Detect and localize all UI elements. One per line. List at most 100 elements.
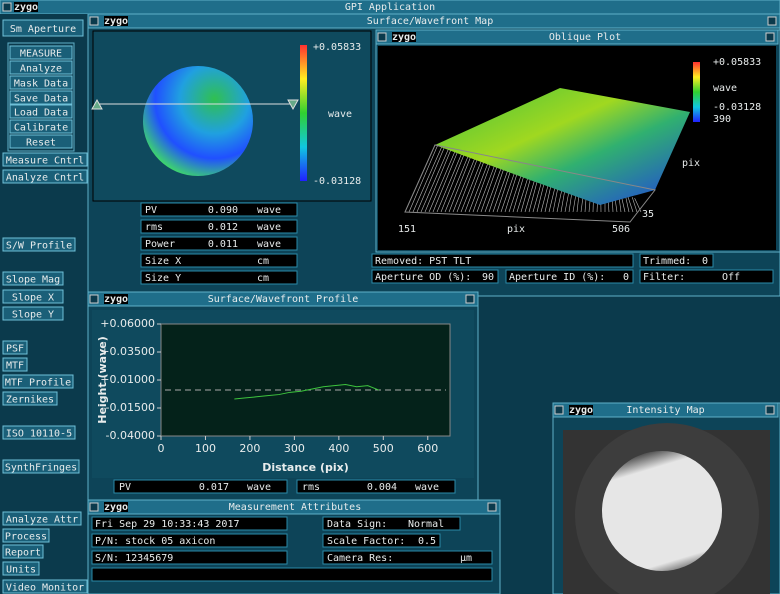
sidebar-button[interactable] xyxy=(2,511,82,526)
oblique-title: Oblique Plot xyxy=(549,32,621,43)
camera-unit: µm xyxy=(460,553,472,564)
sidebar-button-label[interactable]: Units xyxy=(6,565,36,576)
sidebar-button-label[interactable]: Analyze xyxy=(20,64,62,75)
field xyxy=(322,533,441,548)
sidebar-button-label[interactable]: Save Data xyxy=(14,94,68,105)
skirt-line xyxy=(476,161,497,213)
sidebar-button-label[interactable]: Load Data xyxy=(14,108,68,119)
sidebar-button-label[interactable]: Mask Data xyxy=(14,79,68,90)
close-box xyxy=(2,2,12,12)
x-tick-label: 500 xyxy=(373,442,394,455)
sidebar-button[interactable] xyxy=(2,237,76,252)
scale-unit: wave xyxy=(713,83,737,94)
sidebar-button-label[interactable]: MEASURE xyxy=(20,49,62,60)
skirt-line xyxy=(627,196,634,213)
sidebar-button-label[interactable]: Sm Aperture xyxy=(10,24,76,35)
close-box xyxy=(89,294,99,304)
sidebar-button-label[interactable]: Slope Y xyxy=(12,310,54,321)
sidebar-button[interactable] xyxy=(9,134,73,149)
sidebar-button-label[interactable]: Process xyxy=(5,532,47,543)
sidebar-button-label[interactable]: Reset xyxy=(26,138,56,149)
result-unit: wave xyxy=(257,239,281,250)
sidebar-button-label[interactable]: Calibrate xyxy=(14,123,68,134)
sidebar-button[interactable] xyxy=(2,579,88,594)
axis-label: pix xyxy=(507,224,525,235)
field xyxy=(91,533,288,548)
sidebar-button[interactable] xyxy=(2,391,58,406)
menu-icon xyxy=(765,32,775,42)
sidebar-button-label[interactable]: Analyze Cntrl xyxy=(6,173,84,184)
sidebar-button[interactable] xyxy=(2,459,80,474)
scale-unit: wave xyxy=(328,109,352,120)
attributes-bar xyxy=(87,499,501,515)
profile-line xyxy=(234,383,380,400)
skirt-line xyxy=(631,197,638,213)
fringe-disc xyxy=(602,451,722,571)
field xyxy=(140,219,298,234)
axis-label: 506 xyxy=(612,224,630,235)
sidebar-button[interactable] xyxy=(9,90,73,105)
sidebar-button[interactable] xyxy=(2,152,88,167)
sidebar-button[interactable] xyxy=(2,561,40,576)
aperture-id-label: Aperture ID (%): xyxy=(509,272,605,283)
logo: zygo xyxy=(14,2,38,13)
x-axis-label: Distance (pix) xyxy=(262,461,349,474)
serial-number: S/N: 12345679 xyxy=(95,553,173,564)
sidebar-button-label[interactable]: MTF Profile xyxy=(5,378,71,389)
skirt-line xyxy=(412,146,443,213)
sidebar-button-label[interactable]: S/W Profile xyxy=(6,241,72,252)
sidebar-button[interactable] xyxy=(9,60,73,75)
sidebar-button-label[interactable]: Measure Cntrl xyxy=(6,156,84,167)
sidebar-button[interactable] xyxy=(2,306,64,321)
scale-max: +0.05833 xyxy=(313,42,361,53)
sidebar-button[interactable] xyxy=(9,119,73,134)
skirt-line xyxy=(464,158,486,213)
skirt-line xyxy=(496,165,513,213)
base-grid xyxy=(404,144,656,223)
sidebar-button[interactable] xyxy=(2,357,28,372)
x-tick-label: 200 xyxy=(239,442,260,455)
part-number: P/N: stock 05 axicon xyxy=(95,536,215,547)
sidebar-button-label[interactable]: Slope X xyxy=(12,293,54,304)
sidebar-button-label[interactable]: Zernikes xyxy=(6,395,54,406)
sidebar-button-label[interactable]: Slope Mag xyxy=(6,275,60,286)
sidebar-button[interactable] xyxy=(2,374,74,389)
sidebar-button[interactable] xyxy=(2,289,64,304)
filter: Off xyxy=(722,272,740,283)
sidebar-button-label[interactable]: PSF xyxy=(6,344,24,355)
field xyxy=(140,270,298,285)
skirt-line xyxy=(468,159,490,213)
sidebar-button[interactable] xyxy=(2,425,76,440)
skirt-line xyxy=(432,151,459,213)
sidebar-button-label[interactable]: ISO 10110-5 xyxy=(6,429,72,440)
cut-marker xyxy=(287,99,299,111)
sidebar-button-label[interactable]: SynthFringes xyxy=(5,463,77,474)
surface-map-image xyxy=(143,66,253,176)
sidebar-button[interactable] xyxy=(2,544,44,559)
sidebar-button-label[interactable]: MTF xyxy=(6,361,24,372)
y-tick-label: +0.01000 xyxy=(100,373,155,386)
sidebar-button-label[interactable]: Video Monitor xyxy=(6,583,84,594)
sidebar-button[interactable] xyxy=(2,169,88,184)
result-label: PV xyxy=(145,205,157,216)
surface-3d xyxy=(435,88,690,205)
sidebar-button[interactable] xyxy=(2,528,50,543)
logo: zygo xyxy=(104,502,128,513)
scale-min: -0.03128 xyxy=(713,102,761,113)
sidebar-button[interactable] xyxy=(2,340,28,355)
trimmed-label: Trimmed: xyxy=(643,256,691,267)
axis-label: pix xyxy=(682,158,700,169)
scale-min: -0.03128 xyxy=(313,176,361,187)
color-bar xyxy=(300,45,307,181)
oblique-bar xyxy=(375,29,779,45)
data-sign-label: Data Sign: xyxy=(327,519,387,530)
sidebar-button[interactable] xyxy=(9,104,73,119)
sidebar-button[interactable] xyxy=(9,45,73,60)
sidebar-button[interactable] xyxy=(2,271,64,286)
trimmed: 0 xyxy=(702,256,708,267)
sidebar-button[interactable] xyxy=(9,75,73,90)
sidebar-button-label[interactable]: Analyze Attr xyxy=(6,515,78,526)
sidebar-button[interactable] xyxy=(2,19,84,37)
sidebar-button-label[interactable]: Report xyxy=(5,548,41,559)
y-tick-label: +0.03500 xyxy=(100,345,155,358)
